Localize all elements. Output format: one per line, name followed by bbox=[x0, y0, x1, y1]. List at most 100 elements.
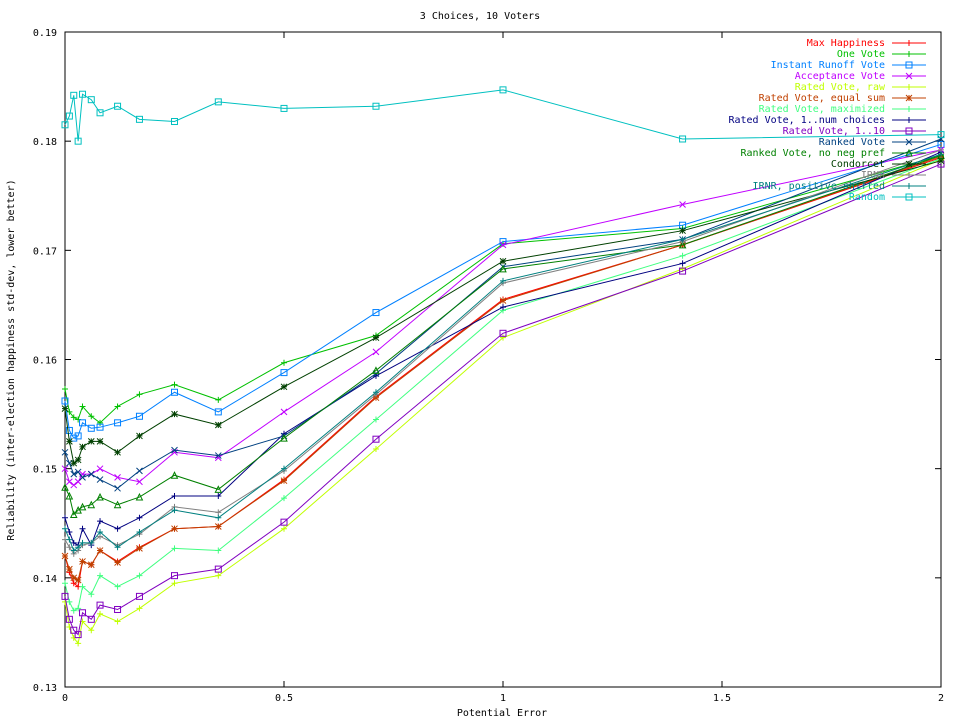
data-point bbox=[215, 396, 222, 403]
data-point bbox=[679, 236, 686, 243]
data-point bbox=[214, 452, 222, 459]
data-point bbox=[61, 592, 69, 600]
data-point bbox=[171, 492, 178, 499]
data-point bbox=[114, 484, 121, 492]
data-point bbox=[88, 627, 95, 634]
data-point bbox=[136, 514, 143, 521]
data-point bbox=[171, 446, 178, 454]
data-point bbox=[74, 576, 82, 584]
legend-entry: Rated Vote, 1..10 bbox=[783, 126, 926, 137]
series-line bbox=[64, 143, 942, 439]
data-point bbox=[215, 514, 222, 521]
data-point bbox=[215, 547, 222, 554]
data-point bbox=[62, 580, 68, 587]
x-tick-label: 0.5 bbox=[275, 693, 293, 704]
data-point bbox=[61, 465, 69, 473]
legend-label: IRNR bbox=[861, 170, 886, 181]
data-point bbox=[61, 405, 69, 412]
legend-entry: Rated Vote, raw bbox=[795, 82, 926, 93]
legend-entry: Ranked Vote, no neg pref bbox=[741, 148, 926, 159]
data-point bbox=[61, 121, 69, 129]
data-point bbox=[66, 544, 73, 551]
data-point bbox=[70, 580, 77, 587]
data-point bbox=[136, 528, 143, 535]
legend-label: Rated Vote, raw bbox=[795, 82, 886, 93]
data-point bbox=[215, 509, 222, 516]
data-point bbox=[97, 528, 104, 535]
y-tick-label: 0.16 bbox=[33, 356, 57, 367]
data-point bbox=[79, 443, 86, 451]
series-rated-vote-maximized bbox=[62, 155, 944, 614]
data-point bbox=[87, 470, 95, 478]
legend-label: Acceptance Vote bbox=[795, 71, 885, 82]
data-point bbox=[372, 389, 379, 396]
data-point bbox=[79, 558, 86, 565]
data-point bbox=[96, 465, 104, 473]
series-rated-vote-1-num-choices bbox=[62, 149, 944, 549]
data-point bbox=[69, 510, 78, 519]
data-point bbox=[281, 465, 287, 472]
data-point bbox=[372, 309, 380, 317]
series-line bbox=[64, 154, 942, 424]
data-point bbox=[70, 574, 78, 582]
legend-label: IRNR, positive shifted bbox=[753, 181, 885, 192]
data-point bbox=[372, 348, 380, 356]
data-point bbox=[679, 135, 687, 143]
data-point bbox=[97, 419, 104, 426]
data-point bbox=[114, 448, 121, 456]
data-point bbox=[500, 304, 506, 311]
series-irnr bbox=[62, 146, 944, 557]
series-line bbox=[64, 151, 942, 547]
data-point bbox=[62, 385, 68, 392]
series-ranked-vote-no-neg-pref bbox=[61, 151, 945, 519]
data-point bbox=[66, 536, 73, 543]
series-line bbox=[64, 163, 942, 636]
data-point bbox=[135, 412, 143, 420]
data-point bbox=[74, 432, 82, 440]
legend-entry: IRNR bbox=[861, 170, 926, 181]
axes-group: 0 0.5 1 1.5 2 0.13 0.14 0.15 0.16 0.17 0.18 0.19 bbox=[33, 28, 944, 704]
data-point bbox=[215, 572, 222, 579]
data-point bbox=[679, 267, 687, 275]
data-point bbox=[96, 438, 104, 445]
data-point bbox=[136, 478, 143, 486]
data-point bbox=[79, 474, 86, 481]
legend-label: Rated Vote, 1..num choices bbox=[728, 115, 885, 126]
series-irnr-positive-shifted bbox=[62, 151, 944, 554]
data-point bbox=[171, 388, 178, 396]
data-point bbox=[679, 260, 686, 267]
data-point bbox=[905, 127, 913, 135]
data-point bbox=[79, 419, 87, 427]
data-point bbox=[79, 403, 86, 410]
data-point bbox=[906, 183, 912, 189]
series-rated-vote-equal-sum bbox=[61, 153, 945, 584]
data-point bbox=[87, 424, 95, 432]
legend-entry: Ranked Vote bbox=[819, 137, 926, 148]
data-point bbox=[678, 240, 687, 249]
legend-entry: Rated Vote, maximized bbox=[759, 104, 926, 115]
data-point bbox=[78, 502, 87, 511]
data-point bbox=[135, 492, 144, 501]
data-point bbox=[61, 448, 69, 456]
data-point bbox=[499, 329, 507, 337]
y-tick-label: 0.14 bbox=[33, 574, 57, 585]
data-point bbox=[79, 525, 86, 532]
data-point bbox=[214, 565, 222, 573]
y-axis-label: Reliability (inter-election happiness st… bbox=[6, 179, 17, 540]
series-rated-vote-1-10 bbox=[61, 160, 945, 639]
data-point bbox=[65, 615, 73, 623]
series-condorcet bbox=[61, 157, 945, 467]
data-point bbox=[214, 523, 222, 530]
data-point bbox=[281, 359, 287, 366]
legend-entry: Rated Vote, equal sum bbox=[759, 93, 926, 104]
data-point bbox=[372, 334, 380, 342]
data-point bbox=[499, 264, 507, 273]
y-tick-label: 0.13 bbox=[33, 683, 57, 694]
series-max-happiness bbox=[62, 154, 944, 590]
data-point bbox=[74, 468, 82, 476]
series-layer bbox=[61, 86, 945, 647]
data-point bbox=[97, 572, 104, 579]
data-point bbox=[96, 492, 104, 501]
data-point bbox=[97, 610, 104, 617]
data-point bbox=[280, 104, 288, 112]
